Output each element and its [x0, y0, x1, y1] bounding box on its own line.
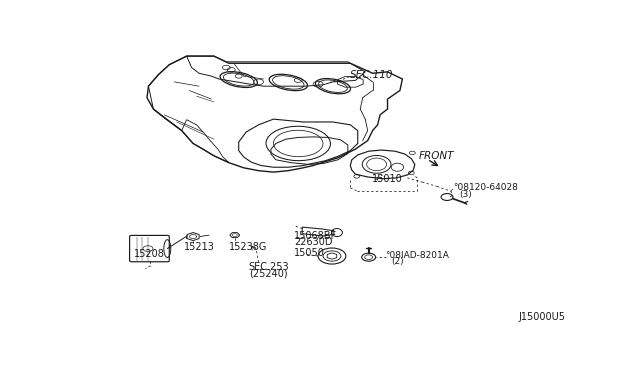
Text: °08IAD-8201A: °08IAD-8201A [385, 251, 449, 260]
Text: SEC.110: SEC.110 [350, 70, 394, 80]
Text: FRONT: FRONT [419, 151, 454, 161]
Text: SEC.253: SEC.253 [249, 263, 289, 273]
Text: °08120-64028: °08120-64028 [453, 183, 518, 192]
Text: 15208: 15208 [134, 249, 164, 259]
Text: 15068BF: 15068BF [294, 231, 337, 241]
Text: 22630D: 22630D [294, 237, 333, 247]
Text: 15213: 15213 [184, 241, 215, 251]
Text: (3): (3) [460, 190, 472, 199]
Text: 15010: 15010 [372, 174, 403, 184]
Text: (25240): (25240) [249, 268, 287, 278]
Text: (2): (2) [392, 257, 404, 266]
Text: J15000U5: J15000U5 [518, 312, 565, 323]
Text: 15050: 15050 [294, 248, 325, 258]
Text: 15238G: 15238G [229, 243, 267, 253]
